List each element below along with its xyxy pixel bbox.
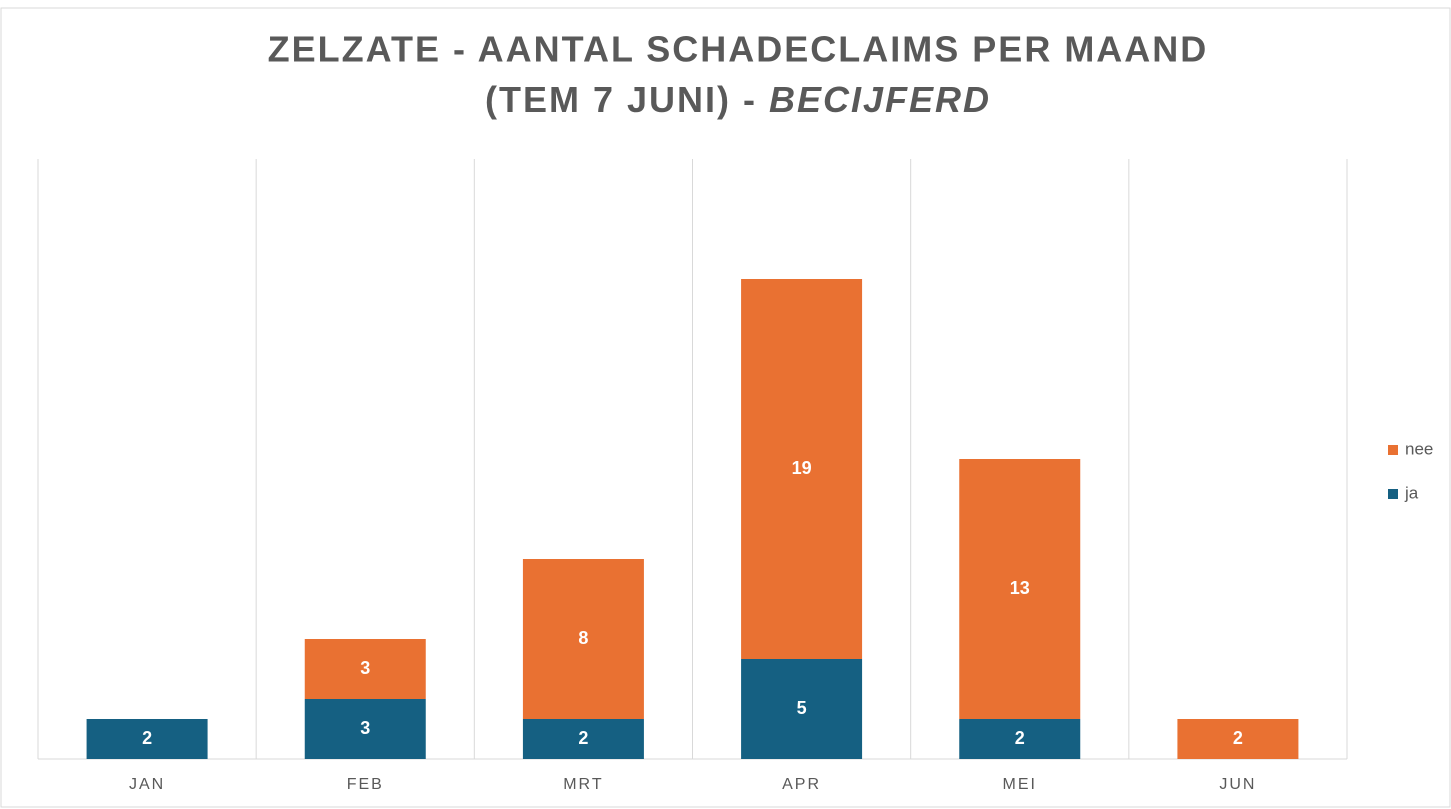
data-label: 3: [360, 718, 370, 738]
legend-label: ja: [1404, 483, 1419, 502]
chart-frame: [0, 7, 1451, 808]
data-label: 8: [578, 628, 588, 648]
bar-segment: [959, 719, 1081, 759]
data-label: 2: [1233, 728, 1243, 748]
x-tick-label: FEB: [347, 776, 384, 793]
bar-segment: [522, 719, 644, 759]
bar-segment: [1177, 719, 1299, 759]
x-tick-label: MEI: [1003, 776, 1037, 793]
bar-segment: [741, 659, 863, 759]
bar-segment: [304, 699, 426, 759]
data-label: 2: [142, 728, 152, 748]
data-label: 3: [360, 658, 370, 678]
data-label: 13: [1010, 578, 1030, 598]
data-label: 2: [578, 728, 588, 748]
bar-segment: [522, 559, 644, 719]
legend-swatch: [1388, 445, 1398, 455]
bar-segment: [304, 639, 426, 699]
legend-label: nee: [1405, 439, 1433, 458]
title-part: (TEM 7 JUNI) -: [485, 79, 757, 120]
bar-segment: [741, 279, 863, 659]
bar-segment: [959, 459, 1081, 719]
x-tick-label: APR: [782, 776, 821, 793]
chart-title-line: (TEM 7 JUNI) - BECIJFERD: [485, 79, 991, 120]
x-tick-label: MRT: [563, 776, 603, 793]
title-emphasis: BECIJFERD: [769, 79, 991, 120]
x-tick-label: JUN: [1219, 776, 1256, 793]
bar-segment: [86, 719, 208, 759]
chart-title-line: ZELZATE - AANTAL SCHADECLAIMS PER MAAND: [268, 29, 1209, 70]
data-label: 5: [797, 698, 807, 718]
data-label: 2: [1015, 728, 1025, 748]
data-label: 19: [792, 458, 812, 478]
x-tick-label: JAN: [129, 776, 165, 793]
legend-swatch: [1388, 489, 1398, 499]
